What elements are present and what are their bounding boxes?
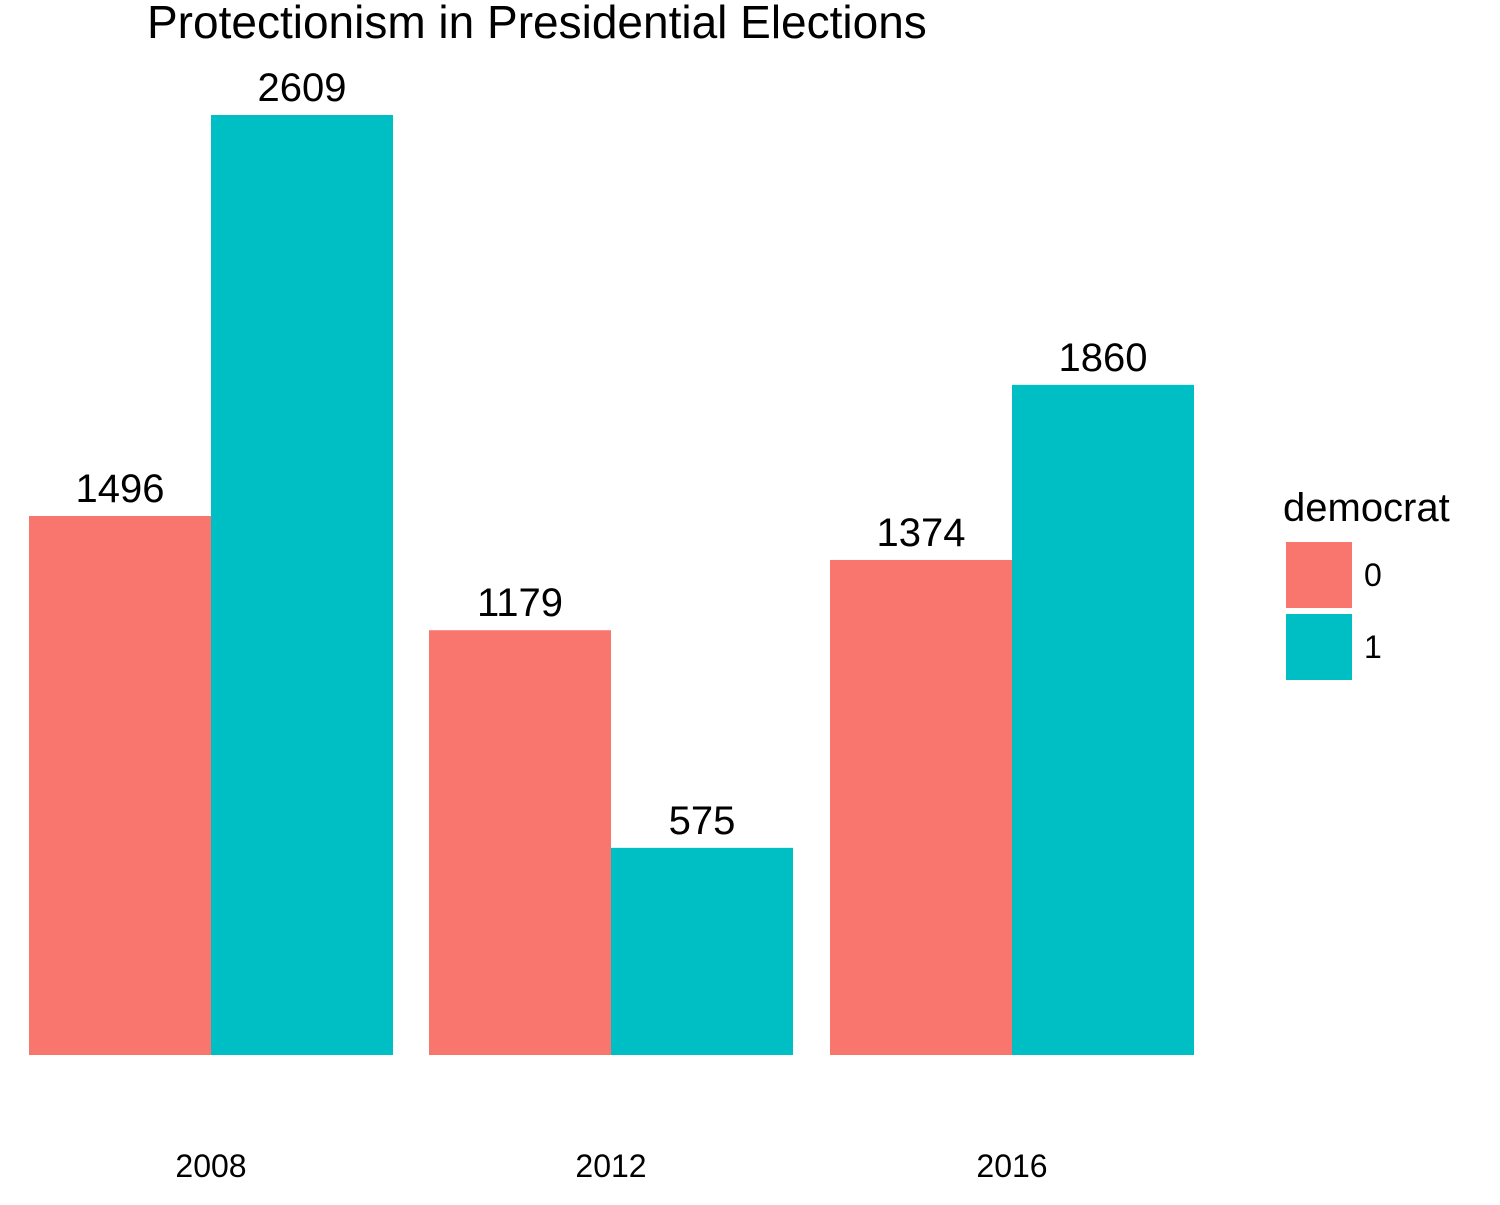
x-axis: 2008 2012 2016 xyxy=(175,1148,1047,1184)
legend-label-1: 1 xyxy=(1364,629,1382,665)
x-tick-label-2008: 2008 xyxy=(175,1148,246,1184)
legend-key-0 xyxy=(1286,542,1352,608)
bar-2008-democrat-1 xyxy=(211,115,393,1055)
data-label-2008-democrat-1: 2609 xyxy=(258,66,347,110)
data-label-2016-democrat-0: 1374 xyxy=(877,511,966,555)
legend-entries: 01 xyxy=(1286,542,1382,680)
data-label-2008-democrat-0: 1496 xyxy=(76,467,165,511)
legend-label-0: 0 xyxy=(1364,557,1382,593)
legend-key-1 xyxy=(1286,614,1352,680)
data-label-2016-democrat-1: 1860 xyxy=(1059,336,1148,380)
bar-2016-democrat-0 xyxy=(830,559,1012,1055)
data-label-2012-democrat-0: 1179 xyxy=(477,581,563,625)
bar-2008-democrat-0 xyxy=(29,516,211,1055)
data-labels-layer: 1496 2609 1179 575 1374 1860 xyxy=(76,66,1148,843)
legend: democrat 01 xyxy=(1283,486,1450,680)
bar-2012-democrat-1 xyxy=(611,847,793,1055)
legend-title: democrat xyxy=(1283,486,1450,530)
bar-2012-democrat-0 xyxy=(429,630,611,1055)
chart-title: Protectionism in Presidential Elections xyxy=(147,0,927,48)
bar-2016-democrat-1 xyxy=(1012,384,1194,1056)
data-label-2012-democrat-1: 575 xyxy=(669,799,736,843)
x-tick-label-2016: 2016 xyxy=(976,1148,1047,1184)
bars-layer xyxy=(29,115,1194,1056)
x-tick-label-2012: 2012 xyxy=(575,1148,646,1184)
